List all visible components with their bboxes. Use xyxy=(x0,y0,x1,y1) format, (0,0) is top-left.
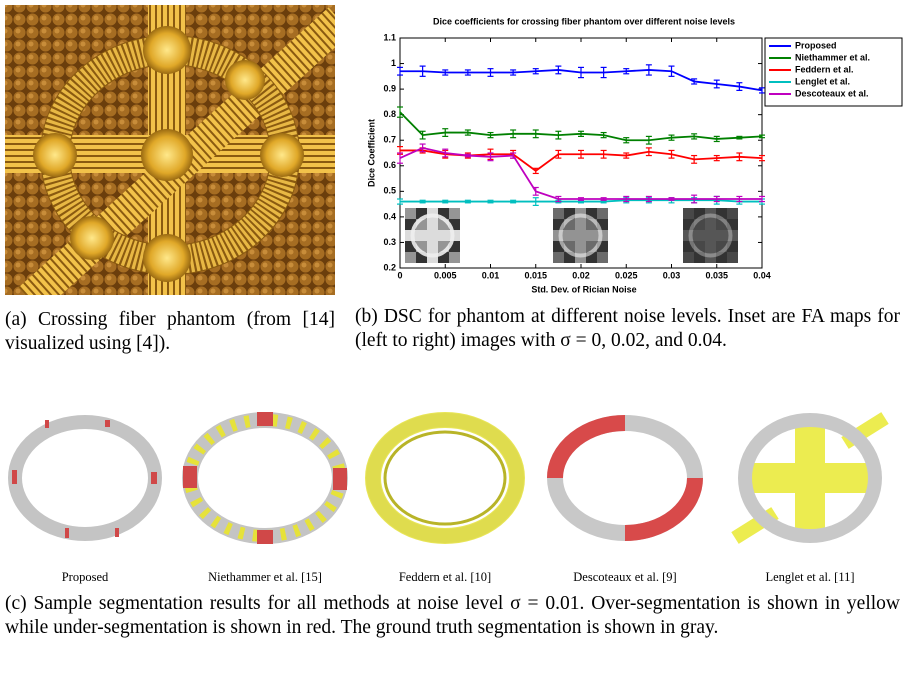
legend-label: Descoteaux et al. xyxy=(795,88,869,98)
inset-cell xyxy=(405,252,416,263)
inset-cell xyxy=(405,208,416,219)
chart-title: Dice coefficients for crossing fiber pha… xyxy=(433,16,735,26)
y-tick-label: 0.7 xyxy=(383,135,396,145)
y-tick-label: 0.9 xyxy=(383,83,396,93)
inset-cell xyxy=(727,252,738,263)
y-tick-label: 1.1 xyxy=(383,32,396,42)
inset-cell xyxy=(575,219,586,230)
y-tick-label: 0.2 xyxy=(383,262,396,272)
legend-label: Proposed xyxy=(795,40,837,50)
inset-cell xyxy=(683,252,694,263)
method-label: Niethammer et al. [15] xyxy=(175,570,355,585)
y-tick-label: 0.5 xyxy=(383,186,396,196)
inset-cell xyxy=(438,230,449,241)
inset-cell xyxy=(705,241,716,252)
method-label: Descoteaux et al. [9] xyxy=(535,570,715,585)
y-tick-label: 0.3 xyxy=(383,237,396,247)
legend-label: Feddern et al. xyxy=(795,64,854,74)
inset-cell xyxy=(575,230,586,241)
x-tick-label: 0.03 xyxy=(663,270,681,280)
insets xyxy=(405,208,738,263)
caption-a: (a) Crossing fiber phantom (from [14] vi… xyxy=(5,308,335,356)
y-tick-label: 0.4 xyxy=(383,211,396,221)
x-tick-label: 0.02 xyxy=(572,270,590,280)
method-label: Proposed xyxy=(0,570,175,585)
caption-c: (c) Sample segmentation results for all … xyxy=(5,592,900,640)
x-tick-label: 0.025 xyxy=(615,270,638,280)
x-tick-label: 0.005 xyxy=(434,270,457,280)
inset-cell xyxy=(427,219,438,230)
y-axis-label: Dice Coefficient xyxy=(366,119,376,187)
inset-cell xyxy=(597,208,608,219)
x-tick-label: 0.04 xyxy=(753,270,771,280)
phantom-image xyxy=(5,5,340,300)
x-tick-label: 0.01 xyxy=(482,270,500,280)
error-bar xyxy=(397,107,403,117)
legend-label: Lenglet et al. xyxy=(795,76,850,86)
y-tick-label: 0.8 xyxy=(383,109,396,119)
inset-cell xyxy=(586,230,597,241)
y-tick-label: 0.6 xyxy=(383,160,396,170)
inset-cell xyxy=(683,208,694,219)
inset-cell xyxy=(694,230,705,241)
method-label: Feddern et al. [10] xyxy=(355,570,535,585)
inset-cell xyxy=(416,230,427,241)
inset-cell xyxy=(575,241,586,252)
x-tick-label: 0.015 xyxy=(524,270,547,280)
inset-cell xyxy=(705,219,716,230)
method-label: Lenglet et al. [11] xyxy=(720,570,900,585)
caption-b: (b) DSC for phantom at different noise l… xyxy=(355,305,900,353)
legend-label: Niethammer et al. xyxy=(795,52,870,62)
page: Dice coefficients for crossing fiber pha… xyxy=(0,0,906,673)
x-axis-label: Std. Dev. of Rician Noise xyxy=(531,284,636,294)
inset-cell xyxy=(449,208,460,219)
y-tick-label: 1 xyxy=(391,58,396,68)
inset-cell xyxy=(553,252,564,263)
inset-cell xyxy=(449,252,460,263)
inset-cell xyxy=(716,230,727,241)
x-tick-label: 0 xyxy=(397,270,402,280)
inset-cell xyxy=(427,230,438,241)
inset-cell xyxy=(564,230,575,241)
rings xyxy=(12,412,885,544)
inset-cell xyxy=(727,208,738,219)
inset-cell xyxy=(553,208,564,219)
x-tick-label: 0.035 xyxy=(705,270,728,280)
inset-cell xyxy=(427,241,438,252)
inset-cell xyxy=(705,230,716,241)
inset-cell xyxy=(597,252,608,263)
